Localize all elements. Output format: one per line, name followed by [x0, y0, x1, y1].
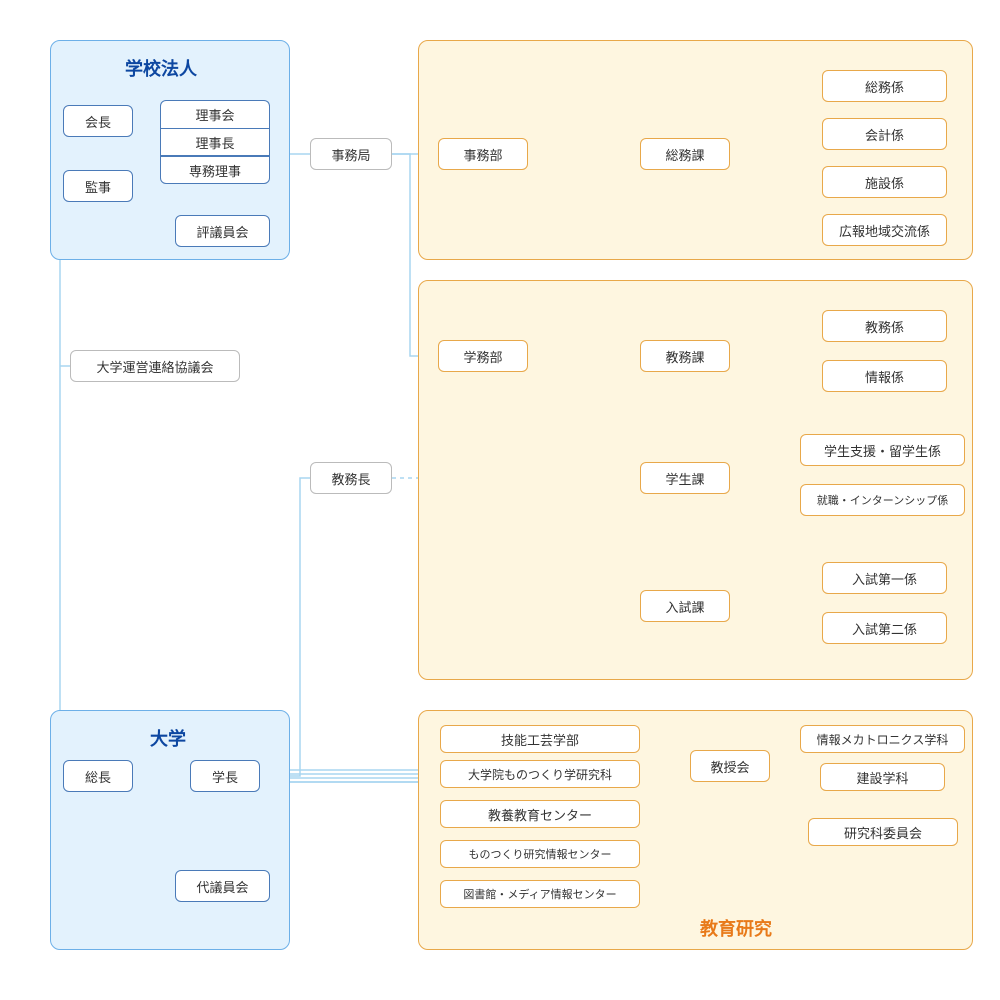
- node-soumukakari: 総務係: [822, 70, 947, 102]
- node-soumuka: 総務課: [640, 138, 730, 170]
- node-daigin: 代議員会: [175, 870, 270, 902]
- group-title: 学校法人: [125, 55, 197, 81]
- node-rijikai: 理事会: [160, 100, 270, 128]
- node-kanji: 監事: [63, 170, 133, 202]
- node-kensetsu: 建設学科: [820, 763, 945, 791]
- node-kouhou: 広報地域交流係: [822, 214, 947, 246]
- section-label: 教育研究: [700, 915, 772, 941]
- node-gakuseika: 学生課: [640, 462, 730, 494]
- node-daigakuin: 大学院ものつくり学研究科: [440, 760, 640, 788]
- node-souchou: 総長: [63, 760, 133, 792]
- node-shushoku: 就職・インターンシップ係: [800, 484, 965, 516]
- org-chart-canvas: 学校法人大学教育研究 会長理事会理事長専務理事監事評議員会 事務局大学運営連絡協議会…: [0, 0, 1000, 1000]
- node-nyuushi2: 入試第二係: [822, 612, 947, 644]
- node-kaikeikakari: 会計係: [822, 118, 947, 150]
- node-jimukyoku: 事務局: [310, 138, 392, 170]
- node-daigakuunei: 大学運営連絡協議会: [70, 350, 240, 382]
- node-gakuchou: 学長: [190, 760, 260, 792]
- node-gakushien: 学生支援・留学生係: [800, 434, 965, 466]
- node-jouhoumecha: 情報メカトロニクス学科: [800, 725, 965, 753]
- node-rijichou: 理事長: [160, 128, 270, 156]
- node-nyuushi1: 入試第一係: [822, 562, 947, 594]
- node-jimubu: 事務部: [438, 138, 528, 170]
- node-shisetsu: 施設係: [822, 166, 947, 198]
- node-gakumubu: 学務部: [438, 340, 528, 372]
- node-jouhoukakari: 情報係: [822, 360, 947, 392]
- node-kyoujukai: 教授会: [690, 750, 770, 782]
- node-nyuushika: 入試課: [640, 590, 730, 622]
- node-kyoumuka: 教務課: [640, 340, 730, 372]
- node-kaichou: 会長: [63, 105, 133, 137]
- node-kenkyuuka: 研究科委員会: [808, 818, 958, 846]
- node-toshokan: 図書館・メディア情報センター: [440, 880, 640, 908]
- group-title: 大学: [150, 725, 186, 751]
- node-kyouyou: 教養教育センター: [440, 800, 640, 828]
- node-ginoukougei: 技能工芸学部: [440, 725, 640, 753]
- node-kyoumukakari: 教務係: [822, 310, 947, 342]
- node-kyoumuchou: 教務長: [310, 462, 392, 494]
- node-senmuriji: 専務理事: [160, 156, 270, 184]
- node-monotsukuri: ものつくり研究情報センター: [440, 840, 640, 868]
- node-hyougiinkai: 評議員会: [175, 215, 270, 247]
